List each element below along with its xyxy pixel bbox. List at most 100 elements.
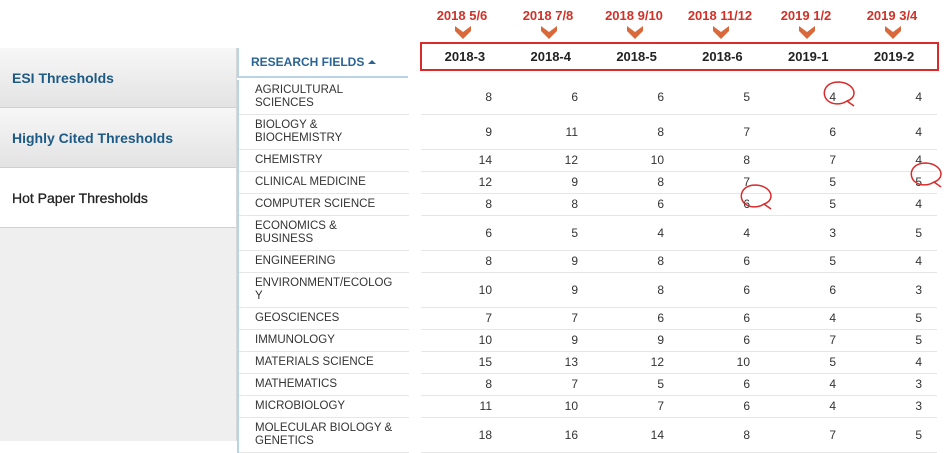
annotation: 2018 9/10 (605, 8, 663, 23)
threshold-value: 8 (421, 193, 507, 216)
field-name: IMMUNOLOGY (237, 329, 409, 352)
threshold-value: 4 (851, 250, 937, 273)
threshold-value: 9 (421, 114, 507, 150)
threshold-value: 10 (679, 351, 765, 374)
field-name: GEOSCIENCES (237, 307, 409, 330)
threshold-value: 8 (421, 250, 507, 273)
table-row: ECONOMICS & BUSINESS 6 5 4 4 3 5 (237, 215, 937, 251)
threshold-value: 14 (593, 417, 679, 453)
annotation: 2019 1/2 (780, 8, 832, 23)
threshold-table: AGRICULTURAL SCIENCES 8 6 6 5 4 4 BIOLOGY & BIO… (237, 80, 937, 453)
threshold-value: 15 (421, 351, 507, 374)
threshold-value: 5 (765, 250, 851, 273)
threshold-value: 18 (421, 417, 507, 453)
threshold-value: 4 (593, 215, 679, 251)
threshold-value: 4 (851, 149, 937, 172)
threshold-value: 10 (421, 272, 507, 308)
threshold-value: 8 (593, 272, 679, 308)
threshold-value: 6 (421, 215, 507, 251)
table-row: ENVIRONMENT/ECOLOGY 10 9 8 6 6 3 (237, 272, 937, 308)
table-row: MICROBIOLOGY 11 10 7 6 4 3 (237, 395, 937, 418)
threshold-value: 7 (765, 417, 851, 453)
threshold-value: 9 (507, 250, 593, 273)
threshold-value: 8 (679, 417, 765, 453)
threshold-value: 8 (593, 250, 679, 273)
table-row: ENGINEERING 8 9 8 6 5 4 (237, 250, 937, 273)
column-header-box: 2018-3 2018-4 2018-5 2018-6 2019-1 2019-2 (420, 42, 939, 71)
threshold-value: 4 (851, 80, 937, 115)
spacer (409, 374, 421, 396)
threshold-value: 12 (593, 351, 679, 374)
annotation: 2018 11/12 (687, 8, 753, 23)
field-name: MATERIALS SCIENCE (237, 351, 409, 374)
sidebar: ESI Thresholds Highly Cited Thresholds Hot… (0, 48, 237, 441)
field-name: COMPUTER SCIENCE (237, 193, 409, 216)
field-name: ECONOMICS & BUSINESS (237, 215, 409, 251)
threshold-value: 8 (421, 373, 507, 396)
annotation-arrow (885, 26, 901, 39)
threshold-value: 7 (421, 307, 507, 330)
threshold-value: 7 (679, 114, 765, 150)
threshold-value: 9 (507, 329, 593, 352)
sidebar-tab[interactable]: Highly Cited Thresholds (0, 108, 236, 168)
threshold-value: 5 (851, 215, 937, 251)
threshold-value: 5 (593, 373, 679, 396)
threshold-value: 10 (593, 149, 679, 172)
threshold-value: 16 (507, 417, 593, 453)
table-row: MATERIALS SCIENCE 15 13 12 10 5 4 (237, 351, 937, 374)
sidebar-tab[interactable]: ESI Thresholds (0, 48, 236, 108)
table-row: MATHEMATICS 8 7 5 6 4 3 (237, 373, 937, 396)
threshold-value: 5 (507, 215, 593, 251)
spacer (409, 80, 421, 115)
column-header: 2018-3 (444, 49, 486, 64)
threshold-value: 4 (765, 373, 851, 396)
table-row: CLINICAL MEDICINE 12 9 8 7 5 5 (237, 171, 937, 194)
sort-icon (368, 60, 377, 64)
threshold-value: 8 (593, 171, 679, 194)
sidebar-tab[interactable]: Hot Paper Thresholds (0, 168, 236, 228)
annotation: 2018 7/8 (522, 8, 574, 23)
threshold-value: 4 (851, 351, 937, 374)
threshold-value: 7 (507, 373, 593, 396)
threshold-value: 6 (679, 395, 765, 418)
fields-header-text[interactable]: RESEARCH FIELDS (251, 55, 365, 69)
annotation-arrow (799, 26, 815, 39)
threshold-value: 14 (421, 149, 507, 172)
table-row: GEOSCIENCES 7 7 6 6 4 5 (237, 307, 937, 330)
column-header: 2018-4 (530, 49, 571, 64)
field-name: CLINICAL MEDICINE (237, 171, 409, 194)
threshold-value: 8 (507, 193, 593, 216)
threshold-value: 7 (765, 329, 851, 352)
threshold-value: 4 (851, 193, 937, 216)
threshold-value: 6 (593, 80, 679, 115)
threshold-value: 6 (765, 272, 851, 308)
threshold-value: 7 (593, 395, 679, 418)
threshold-value: 3 (765, 215, 851, 251)
spacer (409, 308, 421, 330)
threshold-value: 5 (679, 80, 765, 115)
field-name: CHEMISTRY (237, 149, 409, 172)
threshold-value: 3 (851, 395, 937, 418)
table-row: BIOLOGY & BIOCHEMISTRY 9 11 8 7 6 4 (237, 114, 937, 150)
threshold-value: 4 (765, 307, 851, 330)
threshold-value: 11 (507, 114, 593, 150)
fields-header[interactable]: RESEARCH FIELDS (237, 48, 408, 78)
table-row: AGRICULTURAL SCIENCES 8 6 6 5 4 4 (237, 80, 937, 115)
threshold-value: 6 (679, 307, 765, 330)
threshold-value: 10 (421, 329, 507, 352)
threshold-value: 6 (593, 307, 679, 330)
threshold-value: 8 (593, 114, 679, 150)
threshold-value: 12 (421, 171, 507, 194)
spacer (409, 352, 421, 374)
annotation: 2019 3/4 (866, 8, 918, 23)
threshold-value: 9 (593, 329, 679, 352)
spacer (409, 216, 421, 251)
threshold-value: 4 (851, 114, 937, 150)
field-name: AGRICULTURAL SCIENCES (237, 80, 409, 115)
spacer (409, 115, 421, 150)
column-header: 2018-6 (702, 49, 743, 64)
threshold-value: 9 (507, 272, 593, 308)
spacer (409, 150, 421, 172)
threshold-value: 3 (851, 373, 937, 396)
threshold-value: 7 (765, 149, 851, 172)
